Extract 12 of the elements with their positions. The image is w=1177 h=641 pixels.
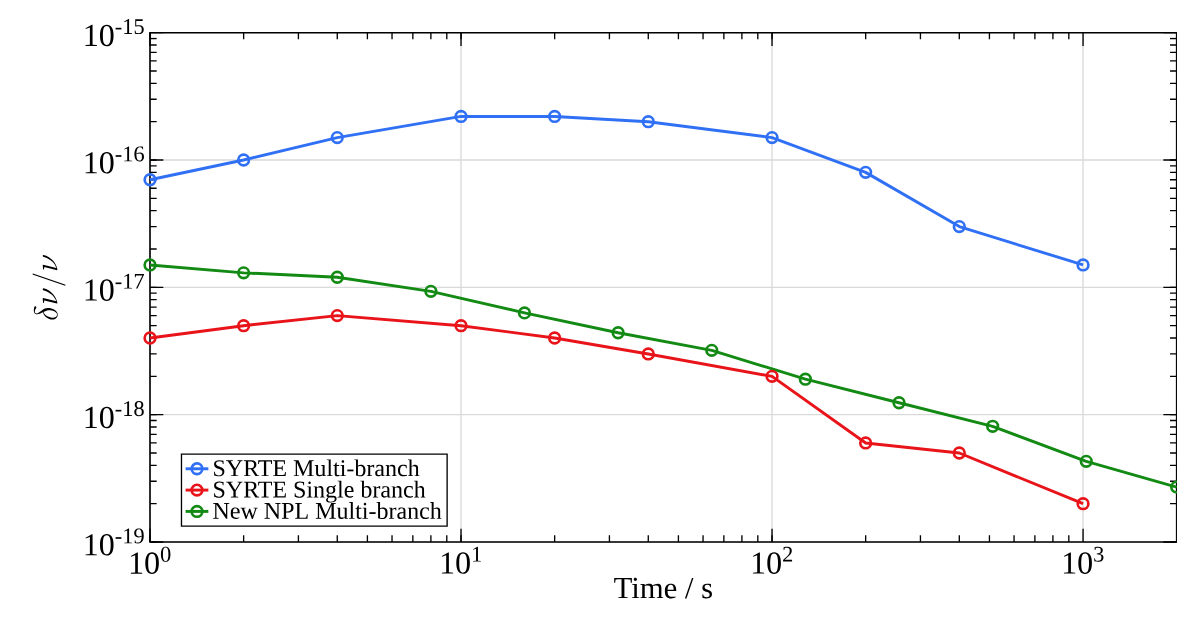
y-axis-title: $\delta\nu/\nu$ xyxy=(32,254,66,320)
x-axis-title: Time / s xyxy=(614,577,712,599)
legend-label: New NPL Multi-branch xyxy=(213,502,442,519)
y-tick-label: 10$^{-16}$ xyxy=(85,146,144,174)
x-tick-label: 10$^{2}$ xyxy=(752,546,793,574)
y-tick-label: 10$^{-18}$ xyxy=(85,401,144,429)
y-tick-label: 10$^{-17}$ xyxy=(85,273,144,301)
legend-label: SYRTE Multi-branch xyxy=(214,459,420,477)
x-tick-label: 10$^{3}$ xyxy=(1063,546,1104,574)
legend-label: SYRTE Single branch xyxy=(214,480,426,503)
y-tick-label: 10$^{-15}$ xyxy=(85,19,144,47)
x-tick-label: 10$^{1}$ xyxy=(441,546,481,574)
